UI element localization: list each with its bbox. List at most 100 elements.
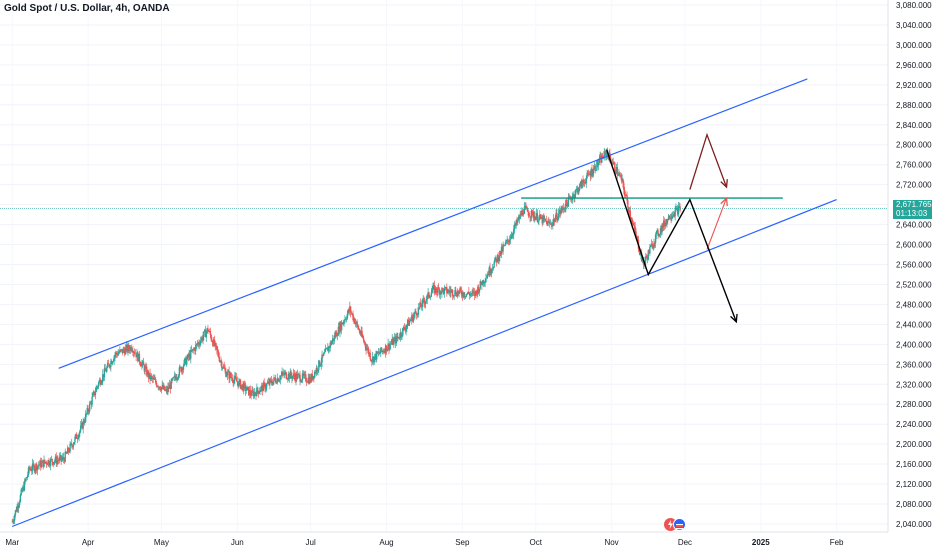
candle-body xyxy=(542,216,544,224)
candle-body xyxy=(84,413,87,422)
candle-body xyxy=(399,332,402,338)
candle-body xyxy=(556,212,558,221)
time-axis[interactable]: Mar Apr May Jun Jul Aug Sep Oct Nov Dec 2025 Feb xyxy=(5,538,844,547)
y-tick-label: 2,440.000 xyxy=(896,320,932,329)
candle-body xyxy=(541,216,543,224)
candle-body xyxy=(668,215,671,219)
candle-body xyxy=(341,322,344,325)
candle-body xyxy=(106,367,108,372)
candle-body xyxy=(260,387,262,391)
candle-body xyxy=(46,464,48,465)
candle-body xyxy=(111,361,114,364)
candle-body xyxy=(235,377,238,382)
channel-upper-line[interactable] xyxy=(58,78,808,369)
price-axis[interactable]: 3,080.000 3,040.000 3,000.000 2,960.000 2,92… xyxy=(896,1,932,529)
candle-body xyxy=(178,367,181,376)
candle-body xyxy=(588,173,590,175)
candle-body xyxy=(13,520,15,522)
candle-body xyxy=(639,252,641,256)
candle-body xyxy=(547,220,549,226)
candle-body xyxy=(221,361,223,369)
candle-body xyxy=(142,361,145,366)
projection-alt-path[interactable] xyxy=(706,197,728,250)
candle-body xyxy=(113,356,115,361)
candle-body xyxy=(94,392,97,396)
candle-body xyxy=(321,354,323,363)
candle-body xyxy=(95,387,97,393)
candle-body xyxy=(277,378,279,382)
candle-body xyxy=(392,338,394,345)
candle-body xyxy=(593,165,596,169)
candle-body xyxy=(636,236,638,238)
channel-lower-line[interactable] xyxy=(11,199,837,528)
candle-body xyxy=(374,353,376,357)
candle-body xyxy=(208,331,211,332)
candle-body xyxy=(629,210,631,218)
projection-up-path[interactable] xyxy=(689,132,728,190)
candle-body xyxy=(43,459,45,467)
candle-body xyxy=(336,332,338,337)
candle-body xyxy=(253,392,256,397)
candle-body xyxy=(490,272,492,274)
candle-body xyxy=(634,226,636,232)
candle-body xyxy=(354,318,356,324)
candle-body xyxy=(557,213,560,220)
candle-body xyxy=(297,374,300,376)
y-tick-label: 2,600.000 xyxy=(896,241,932,250)
candle-body xyxy=(417,307,420,315)
candle-body xyxy=(528,215,530,217)
candle-body xyxy=(614,162,616,171)
candle-body xyxy=(286,378,288,380)
candle-body xyxy=(560,210,562,214)
candle-body xyxy=(271,383,274,385)
candle-body xyxy=(646,257,649,260)
candle-body xyxy=(88,411,90,412)
candle-body xyxy=(312,375,314,380)
candle-body xyxy=(244,384,247,392)
candle-body xyxy=(175,377,177,380)
x-tick-label: 2025 xyxy=(752,538,770,547)
candle-body xyxy=(559,210,561,214)
y-tick-label: 2,560.000 xyxy=(896,261,932,270)
candle-body xyxy=(306,382,309,383)
candle-body xyxy=(279,376,282,380)
chart-title: Gold Spot / U.S. Dollar, 4h, OANDA xyxy=(4,3,170,14)
flag-icon[interactable] xyxy=(673,518,686,531)
candle-body xyxy=(325,348,327,350)
candle-body xyxy=(15,510,17,512)
candle-body xyxy=(656,230,658,232)
candle-body xyxy=(663,220,665,228)
candle-body xyxy=(130,346,132,351)
candle-body xyxy=(220,361,222,362)
projection-main-path[interactable] xyxy=(606,149,737,323)
candle-body xyxy=(587,172,589,174)
candle-body xyxy=(676,207,679,215)
candle-body xyxy=(445,287,447,288)
candle-body xyxy=(672,215,674,217)
candle-body xyxy=(292,376,294,379)
candle-body xyxy=(409,320,411,322)
candle-body xyxy=(565,199,567,210)
candle-body xyxy=(139,362,141,365)
candle-body xyxy=(505,241,508,243)
candle-body xyxy=(331,338,334,342)
candle-body xyxy=(269,379,271,385)
candle-body xyxy=(105,370,107,372)
candle-body xyxy=(361,330,363,337)
candle-body xyxy=(287,378,289,380)
candle-body xyxy=(486,274,489,277)
candle-body xyxy=(645,256,647,261)
candle-body xyxy=(270,380,273,384)
candle-body xyxy=(288,373,291,379)
candle-body xyxy=(194,348,196,352)
candle-body xyxy=(539,214,541,218)
candle-body xyxy=(411,315,413,320)
candle-body xyxy=(317,369,319,372)
candle-body xyxy=(299,374,301,382)
current-price-value: 2,671.765 xyxy=(896,199,932,209)
candle-body xyxy=(514,224,517,226)
candle-body xyxy=(371,360,373,362)
candle-body xyxy=(499,250,502,255)
candle-body xyxy=(289,371,291,379)
